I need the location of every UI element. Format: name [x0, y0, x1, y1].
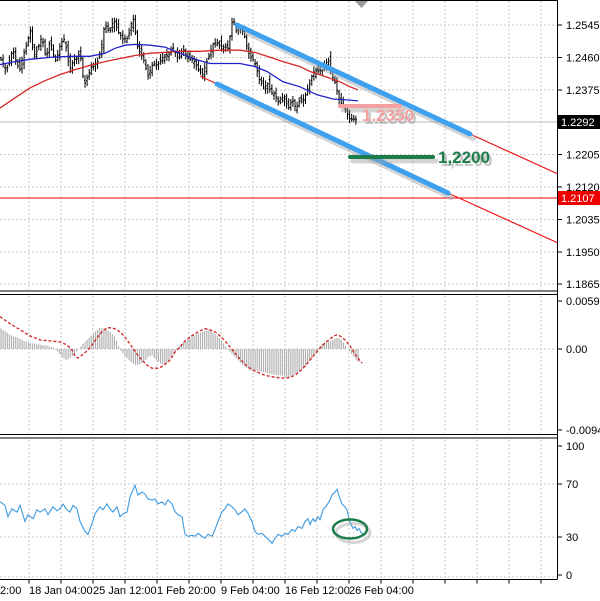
fast-ma-line [0, 43, 359, 102]
time-axis-label: 2:00 [0, 585, 21, 597]
rsi-axis-label: 70 [566, 479, 578, 491]
rsi-line [0, 483, 366, 545]
time-axis-label: 25 Jan 12:00 [93, 585, 157, 597]
price-axis: 1.25451.24601.23751.22051.21201.20351.19… [557, 20, 600, 582]
support-price-label-shadow: 1,2200 [441, 151, 493, 170]
panel-borders [0, 0, 559, 581]
channel-upper-extension-line [469, 133, 559, 175]
support-price-label: 1,2200 [438, 148, 490, 167]
macd-axis-label: 0.00597 [566, 296, 600, 308]
rsi-axis-label: 100 [566, 441, 584, 453]
price-panel [0, 14, 557, 199]
time-axis-label: 18 Jan 04:00 [29, 585, 93, 597]
rsi-axis-label: 0 [566, 570, 572, 582]
price-axis-label: 1.2545 [566, 20, 600, 32]
rsi-highlight-ellipse [331, 518, 369, 540]
price-axis-label: 1.2205 [566, 150, 600, 162]
macd-signal-line [0, 316, 363, 379]
rsi-panel [0, 483, 366, 545]
channel-lower-blue-line [214, 81, 451, 196]
bid-price-box: 1.2292 [558, 115, 600, 129]
gridlines [0, 1, 557, 578]
level-price-box-value: 1.2107 [561, 193, 595, 205]
time-axis-label: 1 Feb 20:00 [157, 585, 216, 597]
price-bars [0, 14, 357, 125]
resistance-price-label: 1.2350 [362, 106, 414, 125]
channel-lower-extension-line [447, 192, 559, 244]
macd-panel [0, 316, 363, 379]
channel-upper-blue-line [234, 22, 473, 137]
price-axis-label: 1.1950 [566, 247, 600, 259]
price-axis-label: 1.1865 [566, 279, 600, 291]
resistance-price-label-shadow: 1.2350 [365, 109, 417, 128]
channel-lower-tail-line [199, 75, 218, 85]
panel-border-lines [0, 0, 559, 581]
slow-ma-line [0, 49, 359, 109]
macd-axis-label: 0.00 [566, 344, 587, 356]
bid-price-box-value: 1.2292 [561, 117, 595, 129]
time-axis-label: 26 Feb 04:00 [349, 585, 414, 597]
time-axis-label: 16 Feb 12:00 [285, 585, 350, 597]
price-axis-label: 1.2375 [566, 85, 600, 97]
price-axis-label: 1.2460 [566, 52, 600, 64]
level-price-box: 1.2107 [558, 191, 600, 205]
macd-axis-label: -0.00946 [566, 425, 600, 437]
grid-lines [0, 1, 557, 578]
time-axis-label: 9 Feb 04:00 [221, 585, 280, 597]
time-axis: 2:00 18 Jan 04:00 25 Jan 12:00 1 Feb 20:00 9… [0, 580, 542, 597]
rsi-axis-label: 30 [566, 532, 578, 544]
price-axis-label: 1.2035 [566, 214, 600, 226]
analyst-drawings [199, 22, 559, 544]
chart-shift-marker-icon [355, 1, 368, 8]
